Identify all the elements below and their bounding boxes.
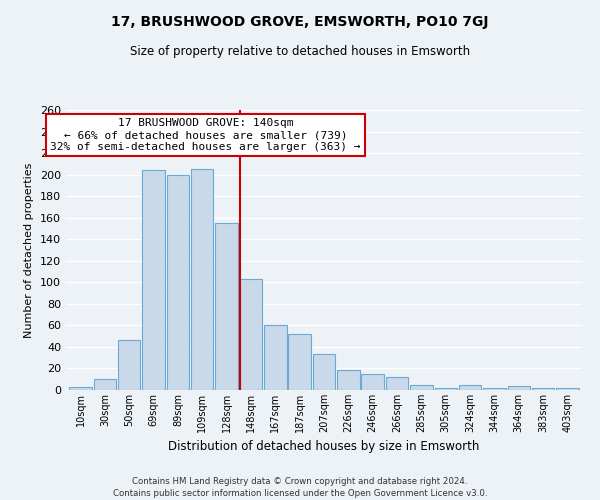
Bar bbox=[410, 384, 433, 390]
X-axis label: Distribution of detached houses by size in Emsworth: Distribution of detached houses by size … bbox=[169, 440, 479, 454]
Bar bbox=[337, 370, 359, 390]
Bar bbox=[70, 387, 92, 390]
Bar bbox=[532, 388, 554, 390]
Bar bbox=[459, 384, 481, 390]
Bar bbox=[508, 386, 530, 390]
Bar bbox=[386, 377, 408, 390]
Bar bbox=[264, 326, 287, 390]
Bar bbox=[313, 354, 335, 390]
Bar bbox=[215, 223, 238, 390]
Bar bbox=[483, 388, 506, 390]
Bar bbox=[191, 169, 214, 390]
Bar bbox=[556, 388, 578, 390]
Bar bbox=[94, 379, 116, 390]
Bar bbox=[240, 279, 262, 390]
Text: Size of property relative to detached houses in Emsworth: Size of property relative to detached ho… bbox=[130, 45, 470, 58]
Bar bbox=[118, 340, 140, 390]
Bar bbox=[361, 374, 384, 390]
Bar bbox=[142, 170, 165, 390]
Text: Contains HM Land Registry data © Crown copyright and database right 2024.: Contains HM Land Registry data © Crown c… bbox=[132, 478, 468, 486]
Bar bbox=[289, 334, 311, 390]
Bar bbox=[167, 174, 189, 390]
Bar bbox=[434, 388, 457, 390]
Text: 17 BRUSHWOOD GROVE: 140sqm
← 66% of detached houses are smaller (739)
32% of sem: 17 BRUSHWOOD GROVE: 140sqm ← 66% of deta… bbox=[50, 118, 361, 152]
Text: 17, BRUSHWOOD GROVE, EMSWORTH, PO10 7GJ: 17, BRUSHWOOD GROVE, EMSWORTH, PO10 7GJ bbox=[111, 15, 489, 29]
Text: Contains public sector information licensed under the Open Government Licence v3: Contains public sector information licen… bbox=[113, 489, 487, 498]
Y-axis label: Number of detached properties: Number of detached properties bbox=[25, 162, 34, 338]
